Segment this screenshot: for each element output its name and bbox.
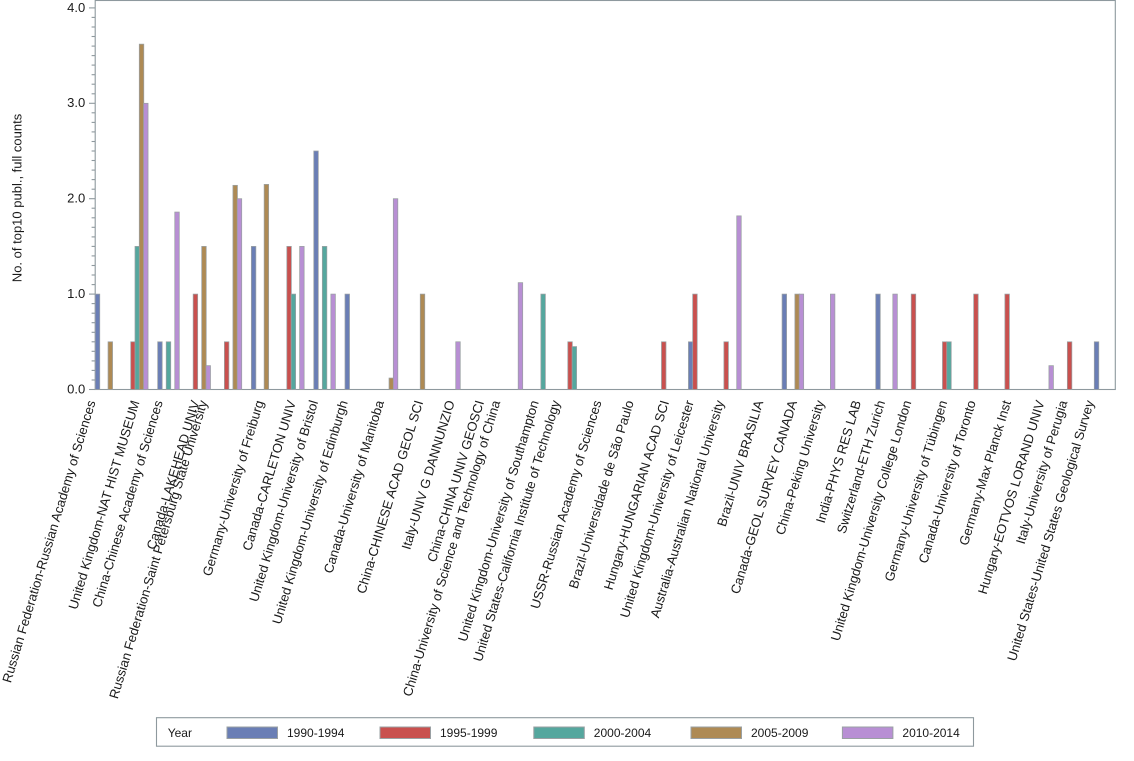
svg-text:Year: Year [168, 726, 192, 740]
svg-text:No. of top10 publ., full count: No. of top10 publ., full counts [10, 113, 25, 282]
svg-text:1990-1994: 1990-1994 [287, 726, 345, 740]
svg-text:1995-1999: 1995-1999 [440, 726, 498, 740]
svg-text:2000-2004: 2000-2004 [594, 726, 652, 740]
svg-text:2.0: 2.0 [67, 191, 85, 206]
svg-text:4.0: 4.0 [67, 0, 85, 15]
svg-text:2005-2009: 2005-2009 [751, 726, 809, 740]
svg-text:1.0: 1.0 [67, 286, 85, 301]
svg-text:0.0: 0.0 [67, 381, 85, 396]
svg-text:3.0: 3.0 [67, 95, 85, 110]
svg-text:2010-2014: 2010-2014 [902, 726, 960, 740]
